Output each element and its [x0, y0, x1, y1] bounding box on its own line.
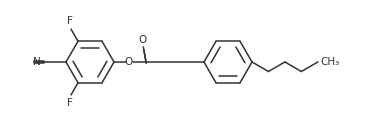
Text: N: N [33, 57, 41, 67]
Text: O: O [138, 35, 147, 45]
Text: O: O [125, 57, 133, 67]
Text: CH₃: CH₃ [321, 57, 340, 67]
Text: F: F [67, 98, 73, 108]
Text: F: F [67, 16, 73, 26]
